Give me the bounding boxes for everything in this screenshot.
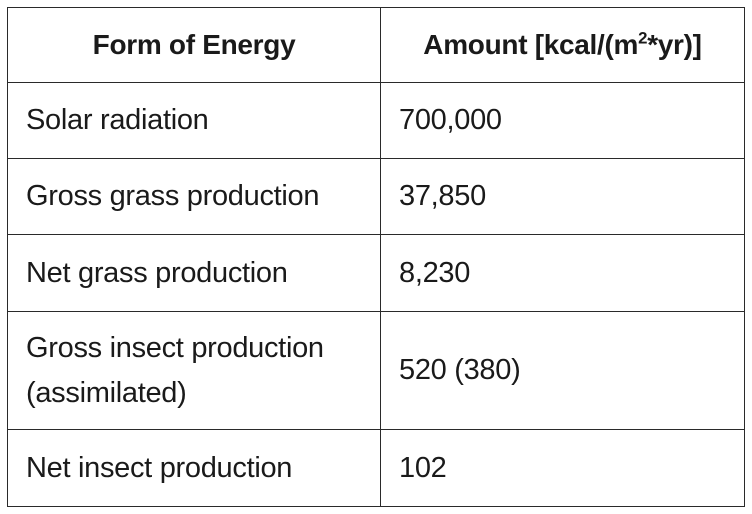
energy-table-container: Form of Energy Amount [kcal/(m2*yr)] Sol… [7, 7, 745, 507]
amount-cell: 102 [380, 429, 745, 507]
header-amount-suffix: *yr)] [647, 29, 702, 61]
table-row: Gross grass production 37,850 [7, 158, 745, 235]
header-amount-superscript: 2 [638, 28, 648, 48]
form-cell: Gross insect production (assimilated) [7, 311, 381, 430]
header-amount: Amount [kcal/(m2*yr)] [380, 7, 745, 83]
amount-cell: 700,000 [380, 82, 745, 159]
amount-cell: 8,230 [380, 234, 745, 312]
table-row: Solar radiation 700,000 [7, 82, 745, 159]
table-row: Net insect production 102 [7, 429, 745, 507]
form-cell-line-2: (assimilated) [26, 376, 187, 409]
header-form-of-energy: Form of Energy [7, 7, 381, 83]
table-row: Gross insect production (assimilated) 52… [7, 311, 745, 430]
energy-table: Form of Energy Amount [kcal/(m2*yr)] Sol… [7, 7, 745, 507]
header-amount-prefix: Amount [kcal/(m [423, 29, 639, 61]
table-header-row: Form of Energy Amount [kcal/(m2*yr)] [7, 7, 745, 83]
form-cell: Gross grass production [7, 158, 381, 235]
form-cell-line-1: Gross insect production [26, 331, 324, 364]
form-cell: Net insect production [7, 429, 381, 507]
amount-cell: 520 (380) [380, 311, 745, 430]
form-cell: Net grass production [7, 234, 381, 312]
table-row: Net grass production 8,230 [7, 234, 745, 312]
amount-cell: 37,850 [380, 158, 745, 235]
form-cell: Solar radiation [7, 82, 381, 159]
